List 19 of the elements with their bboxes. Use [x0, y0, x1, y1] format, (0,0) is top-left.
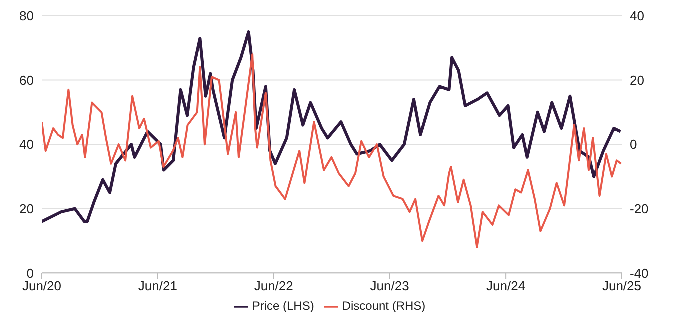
y-tick-label: 40 [20, 137, 34, 152]
y2-tick-label: 0 [630, 137, 638, 152]
legend-label: Discount (RHS) [342, 299, 426, 314]
y2-tick-label: 40 [630, 8, 644, 24]
y-tick-label: 0 [26, 266, 34, 281]
x-tick-label: Jun/25 [602, 278, 642, 294]
x-tick-label: Jun/24 [486, 278, 526, 294]
line-series [42, 54, 622, 248]
x-tick-label: Jun/20 [22, 278, 62, 294]
y2-tick-label: -20 [630, 201, 649, 216]
x-tick-label: Jun/21 [138, 278, 178, 294]
y2-tick-label: -40 [630, 266, 649, 281]
y-tick-label: 60 [20, 72, 34, 88]
x-tick-label: Jun/23 [370, 278, 410, 294]
legend-label: Price (LHS) [252, 299, 314, 314]
y2-tick-label: 20 [630, 72, 644, 88]
y-tick-label: 20 [20, 201, 34, 216]
x-tick-label: Jun/22 [254, 278, 294, 294]
y-tick-label: 80 [20, 8, 34, 24]
